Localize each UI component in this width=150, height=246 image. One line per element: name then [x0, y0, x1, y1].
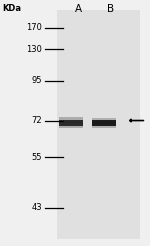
Text: 55: 55 [32, 153, 42, 162]
Text: 130: 130 [26, 45, 42, 54]
Text: 72: 72 [31, 116, 42, 125]
Bar [59, 117, 83, 123]
Text: A: A [74, 4, 82, 14]
Bar [57, 10, 140, 239]
Bar [92, 120, 116, 126]
Bar [59, 122, 83, 128]
Bar [92, 122, 116, 128]
Bar [59, 120, 83, 126]
Bar [92, 118, 116, 124]
Text: KDa: KDa [3, 4, 21, 13]
Text: 95: 95 [32, 76, 42, 85]
Text: 170: 170 [26, 23, 42, 32]
Text: 43: 43 [31, 203, 42, 212]
Text: B: B [107, 4, 115, 14]
